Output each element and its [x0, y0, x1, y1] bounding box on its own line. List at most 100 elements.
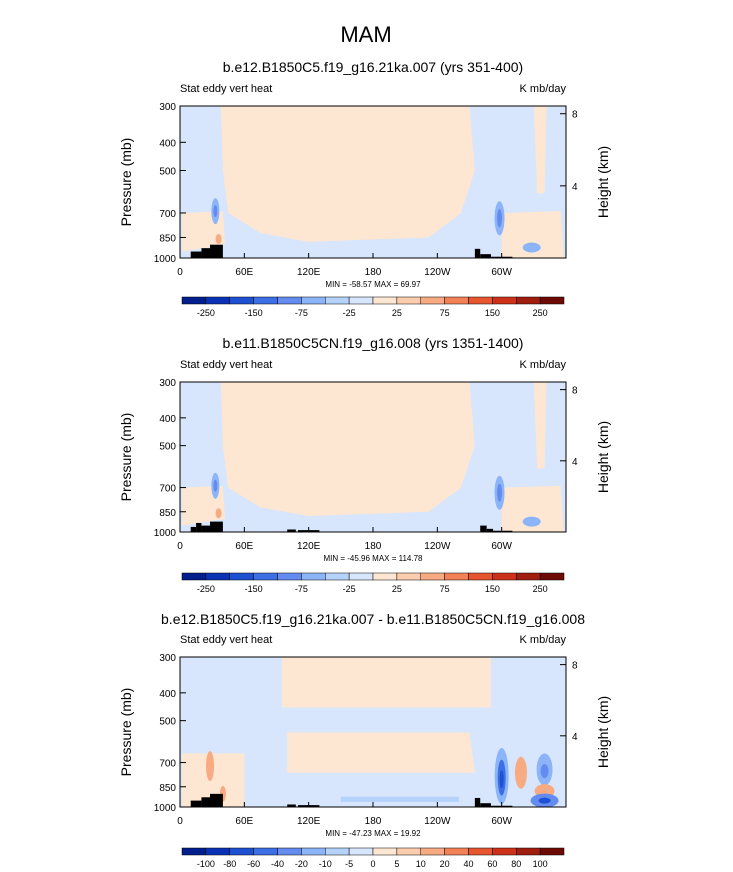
colorbar-swatch	[253, 847, 278, 856]
colorbar-swatch	[205, 572, 230, 581]
colorbar-swatch	[516, 296, 541, 305]
colorbar: -250 -150 -75 -25 25 75 150 250	[181, 572, 565, 594]
colorbar-swatch	[539, 296, 565, 305]
x-tick-label: 120W	[424, 816, 451, 827]
y-tick-label: 300	[159, 102, 176, 113]
colorbar-swatch	[229, 296, 254, 305]
contour-region	[538, 797, 551, 804]
colorbar-swatch	[325, 296, 350, 305]
land-mask	[287, 804, 296, 807]
colorbar-swatch	[396, 847, 421, 856]
colorbar-swatch	[181, 296, 207, 305]
land-mask	[493, 530, 513, 532]
y-tick-label: 1000	[154, 803, 177, 814]
colorbar-swatch	[468, 847, 493, 856]
land-mask	[190, 251, 202, 258]
land-mask	[210, 521, 223, 532]
colorbar-label: 150	[485, 584, 500, 594]
colorbar-label: -10	[319, 859, 332, 869]
x-tick-label: 120W	[424, 267, 451, 278]
x-tick-label: 120E	[297, 541, 321, 552]
colorbar-swatch	[277, 572, 302, 581]
panel-title: b.e12.B1850C5.f19_g16.21ka.007 - b.e11.B…	[161, 611, 585, 627]
contour-region	[501, 485, 564, 532]
contour-region	[533, 382, 547, 469]
y-tick-label: 300	[159, 653, 176, 664]
colorbar-swatch	[348, 847, 374, 856]
min-max-stats: MIN = -47.23 MAX = 19.92	[325, 829, 421, 838]
land-mask	[480, 254, 491, 258]
colorbar-swatch	[325, 847, 350, 856]
contour-region	[215, 508, 222, 519]
x-tick-label: 120W	[424, 541, 451, 552]
colorbar-swatch	[492, 296, 517, 305]
colorbar-swatch	[396, 296, 421, 305]
y-axis-title: Pressure (mb)	[118, 688, 134, 777]
x-tick-label: 60W	[491, 816, 512, 827]
x-tick-label: 180	[365, 267, 382, 278]
colorbar-swatch	[420, 847, 445, 856]
colorbar-swatch	[516, 847, 541, 856]
x-tick-label: 180	[365, 541, 382, 552]
colorbar-swatch	[348, 296, 374, 305]
colorbar-label: 150	[485, 308, 500, 318]
y-tick-label: 500	[159, 442, 176, 453]
contour-region	[213, 205, 218, 218]
colorbar-swatch	[468, 296, 493, 305]
colorbar-label: 25	[392, 584, 402, 594]
y-right-axis-title: Height (km)	[595, 696, 611, 768]
min-max-stats: MIN = -58.57 MAX = 69.97	[325, 280, 421, 289]
y-tick-label: 400	[159, 689, 176, 700]
contour-region	[220, 382, 475, 517]
colorbar-swatch	[468, 572, 493, 581]
contour-region	[213, 479, 218, 492]
colorbar-label: 60	[487, 859, 497, 869]
colorbar-swatch	[444, 572, 469, 581]
colorbar-swatch	[205, 847, 230, 856]
land-mask	[480, 803, 491, 807]
colorbar-label: -80	[223, 859, 236, 869]
x-tick-label: 60W	[491, 267, 512, 278]
colorbar-swatch	[325, 572, 350, 581]
colorbar-swatch	[229, 572, 254, 581]
units-label: K mb/day	[520, 634, 567, 646]
colorbar-label: 25	[392, 308, 402, 318]
colorbar-swatch	[396, 572, 421, 581]
colorbar-swatch	[277, 847, 302, 856]
y-tick-label: 1000	[154, 528, 177, 539]
colorbar-swatch	[205, 296, 230, 305]
y-tick-label: 850	[159, 233, 176, 244]
colorbar-label: 5	[394, 859, 399, 869]
y-right-tick-label: 8	[572, 110, 578, 121]
colorbar-swatch	[516, 572, 541, 581]
contour-region	[182, 753, 245, 807]
colorbar-swatch	[253, 296, 278, 305]
colorbar-swatch	[372, 572, 398, 581]
x-tick-label: 120E	[297, 267, 321, 278]
contour-region	[497, 209, 503, 228]
y-right-tick-label: 8	[572, 386, 578, 397]
y-tick-label: 400	[159, 138, 176, 149]
colorbar-swatch	[301, 572, 326, 581]
contour-region	[497, 483, 503, 502]
contour-region	[514, 756, 527, 789]
contour-field	[180, 657, 566, 807]
colorbar-swatch	[492, 847, 517, 856]
colorbar-label: -150	[245, 584, 263, 594]
colorbar-label: 250	[533, 584, 548, 594]
land-mask	[210, 793, 223, 807]
x-tick-label: 180	[365, 816, 382, 827]
colorbar-swatch	[301, 847, 326, 856]
y-right-tick-label: 4	[572, 182, 578, 193]
contour-region	[340, 796, 459, 802]
colorbar-swatch	[539, 572, 565, 581]
colorbar-swatch	[444, 296, 469, 305]
x-tick-label: 0	[177, 541, 183, 552]
y-tick-label: 850	[159, 508, 176, 519]
land-mask	[480, 525, 487, 532]
colorbar-label: 100	[533, 859, 548, 869]
x-tick-label: 0	[177, 816, 183, 827]
land-mask	[474, 797, 481, 807]
units-label: K mb/day	[520, 359, 567, 371]
y-right-tick-label: 8	[572, 661, 578, 672]
